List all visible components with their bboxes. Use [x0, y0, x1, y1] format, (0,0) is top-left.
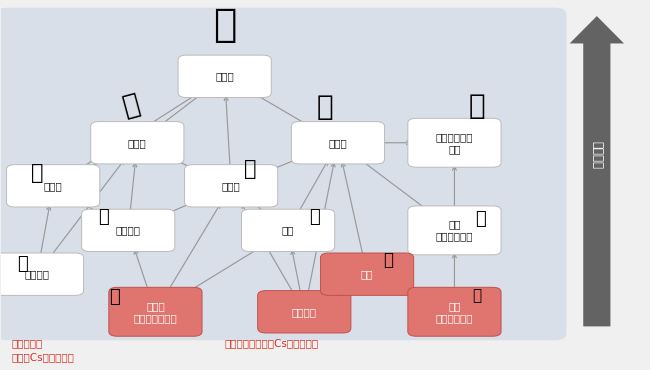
Text: 🐟: 🐟 — [213, 6, 237, 44]
Text: 🌱: 🌱 — [473, 288, 482, 303]
Text: 🌿: 🌿 — [384, 250, 393, 269]
FancyBboxPatch shape — [0, 253, 84, 295]
Text: 🐟: 🐟 — [317, 93, 333, 121]
Text: 栄養段階: 栄養段階 — [590, 141, 603, 169]
Text: リター
（落ち葉など）: リター （落ち葉など） — [133, 301, 177, 323]
Text: 🦗: 🦗 — [98, 208, 109, 226]
Text: 雑食魚: 雑食魚 — [128, 138, 147, 148]
Text: 植物
プランクトン: 植物 プランクトン — [436, 301, 473, 323]
FancyBboxPatch shape — [257, 290, 351, 333]
FancyBboxPatch shape — [185, 165, 278, 207]
FancyBboxPatch shape — [242, 209, 335, 252]
Text: 草食魚: 草食魚 — [328, 138, 347, 148]
FancyBboxPatch shape — [408, 287, 501, 336]
FancyBboxPatch shape — [0, 8, 566, 340]
Text: 🐟: 🐟 — [119, 90, 142, 121]
FancyBboxPatch shape — [178, 55, 271, 97]
Text: 🐟: 🐟 — [469, 91, 486, 120]
Text: 水草: 水草 — [361, 269, 373, 279]
FancyBboxPatch shape — [408, 118, 501, 167]
FancyBboxPatch shape — [291, 122, 385, 164]
Text: 甲殻類: 甲殻類 — [222, 181, 240, 191]
Text: 🐸: 🐸 — [31, 163, 44, 183]
Text: 🦐: 🦐 — [244, 159, 257, 179]
Text: 🦟: 🦟 — [475, 210, 486, 228]
Text: 陸域からの
放射性Csの取り込み: 陸域からの 放射性Csの取り込み — [11, 339, 74, 362]
Text: 🐚: 🐚 — [309, 208, 320, 226]
FancyBboxPatch shape — [408, 206, 501, 255]
Text: 🦗: 🦗 — [17, 255, 27, 273]
Text: 魚食魚: 魚食魚 — [215, 71, 234, 81]
Polygon shape — [569, 16, 624, 326]
Text: 陸生昆虫: 陸生昆虫 — [25, 269, 49, 279]
Text: 動物
プランクトン: 動物 プランクトン — [436, 219, 473, 241]
Text: 水生昆虫: 水生昆虫 — [116, 225, 141, 235]
FancyBboxPatch shape — [91, 122, 184, 164]
FancyBboxPatch shape — [320, 253, 413, 295]
Text: 両生類: 両生類 — [44, 181, 62, 191]
FancyBboxPatch shape — [109, 287, 202, 336]
Text: 貝類: 貝類 — [282, 225, 294, 235]
Text: プランクトン
食魚: プランクトン 食魚 — [436, 132, 473, 154]
FancyBboxPatch shape — [82, 209, 175, 252]
Text: 水中溶存態放射性Csの取り込み: 水中溶存態放射性Csの取り込み — [225, 339, 318, 349]
Text: 🍂: 🍂 — [109, 288, 120, 306]
Text: 付着藻類: 付着藻類 — [292, 307, 317, 317]
FancyBboxPatch shape — [6, 165, 99, 207]
